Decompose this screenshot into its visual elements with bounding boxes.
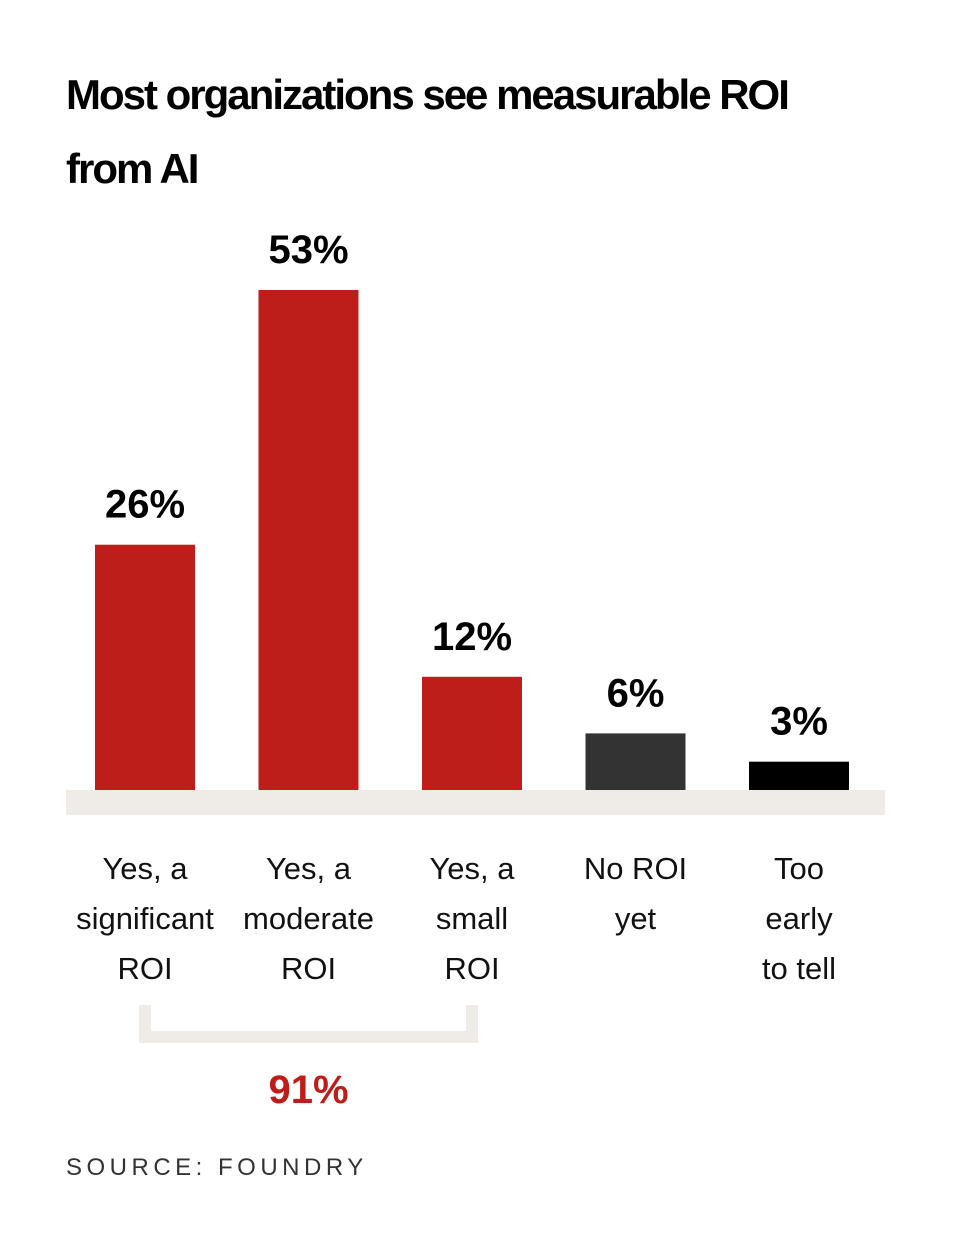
category-label: Yes, a small ROI <box>429 851 515 986</box>
baseline-band <box>66 790 885 815</box>
category-label: Yes, a significant ROI <box>76 851 214 986</box>
category-label: Yes, a moderate ROI <box>243 851 374 986</box>
bar <box>422 676 522 790</box>
bars-group <box>95 290 849 790</box>
bar <box>95 544 195 790</box>
total-bracket <box>139 1005 478 1043</box>
value-labels-group: 26% 53% 12% 6% 3% <box>105 228 828 744</box>
total-annotation: 91% <box>268 1068 348 1112</box>
value-label: 3% <box>770 700 828 744</box>
value-label: 6% <box>607 671 665 715</box>
bar <box>585 733 686 790</box>
bar <box>258 290 359 790</box>
value-label: 12% <box>432 615 512 659</box>
category-label: No ROI yet <box>584 851 687 936</box>
value-label: 53% <box>268 228 348 272</box>
source-note: SOURCE: FOUNDRY <box>66 1154 368 1181</box>
category-label: Too early to tell <box>762 851 836 986</box>
chart-title: Most organizations see measurable ROI fr… <box>66 71 790 192</box>
value-label: 26% <box>105 483 185 527</box>
bar <box>749 761 849 790</box>
